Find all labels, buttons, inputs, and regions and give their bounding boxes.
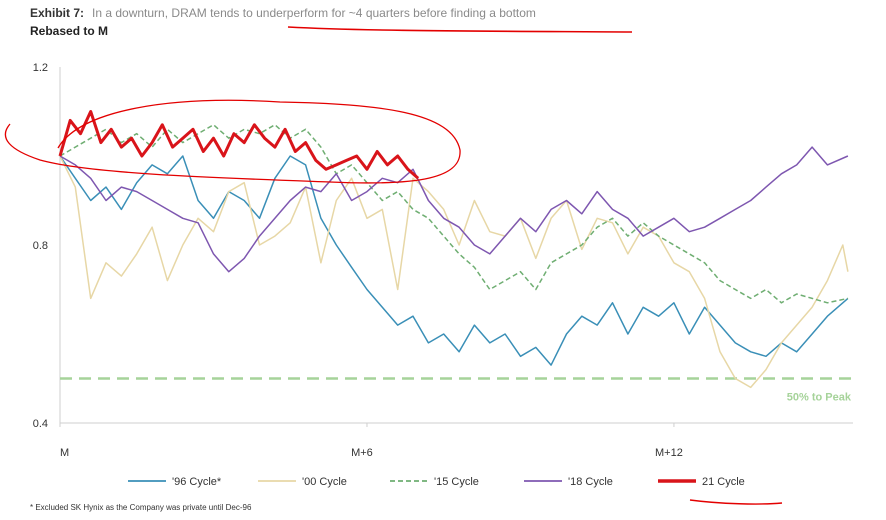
reference-line-label: 50% to Peak — [787, 392, 852, 404]
y-tick-label: 0.4 — [33, 418, 48, 430]
legend-label-c21: 21 Cycle — [702, 476, 745, 488]
x-tick-label: M+6 — [351, 447, 373, 459]
underline-markup — [287, 26, 633, 33]
series-line-c21 — [58, 110, 420, 180]
series-line-c15 — [59, 124, 849, 304]
series-group — [58, 110, 849, 389]
legend-label-c00: '00 Cycle — [302, 476, 347, 488]
y-tick-label: 0.8 — [33, 240, 48, 252]
circle-markup — [4, 99, 461, 184]
x-tick-label: M — [60, 447, 69, 459]
exhibit-title-text: In a downturn, DRAM tends to underperfor… — [92, 6, 536, 20]
series-line-c18 — [59, 146, 849, 273]
footnote: * Excluded SK Hynix as the Company was p… — [30, 503, 252, 512]
x-tick-label: M+12 — [655, 447, 683, 459]
y-tick-label: 1.2 — [33, 62, 48, 74]
legend-label-c96: '96 Cycle* — [172, 476, 222, 488]
chart-subtitle: Rebased to M — [30, 24, 109, 38]
exhibit-label: Exhibit 7: — [30, 6, 85, 20]
hand-markup — [4, 26, 783, 505]
legend-label-c18: '18 Cycle — [568, 476, 613, 488]
legend-label-c15: '15 Cycle — [434, 476, 479, 488]
legend-underline-markup — [689, 499, 783, 505]
chart-axes: 1.2 0.8 0.4 M M+6 M+12 — [33, 62, 853, 459]
series-line-c96 — [59, 155, 849, 366]
chart-legend: '96 Cycle* '00 Cycle '15 Cycle '18 Cycle 21 … — [128, 476, 745, 488]
exhibit-title: Exhibit 7: In a downturn, DRAM tends to u… — [30, 6, 536, 20]
reference-line-group: 50% to Peak — [60, 377, 852, 404]
series-line-c00 — [59, 155, 849, 389]
